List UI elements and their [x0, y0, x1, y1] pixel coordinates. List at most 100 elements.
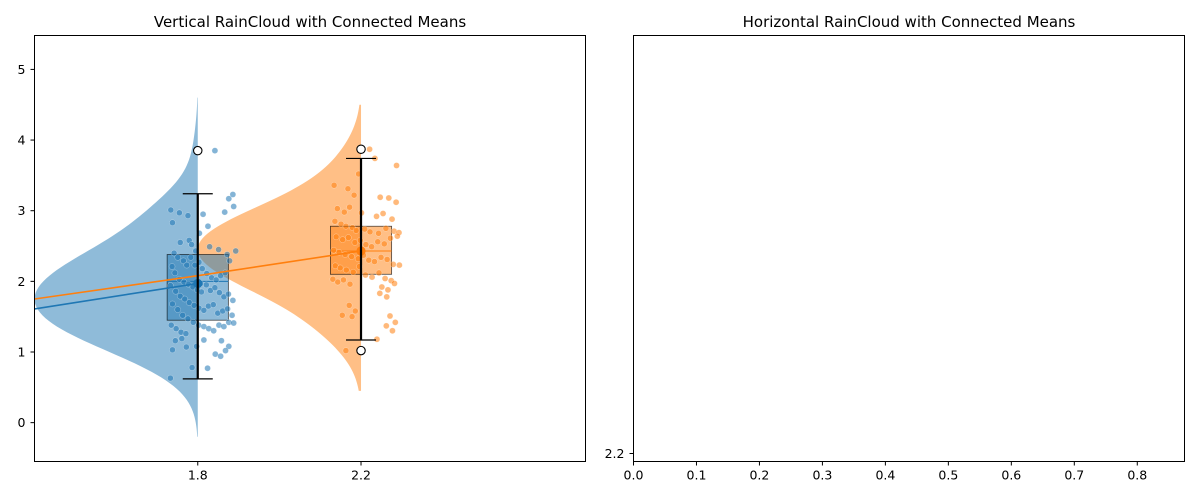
rain-point	[229, 297, 237, 304]
rain-point	[350, 191, 358, 199]
left-violins	[34, 97, 362, 437]
rain-point	[345, 302, 353, 309]
rain-point	[183, 261, 190, 269]
rain-point	[346, 280, 354, 288]
rain-point	[388, 215, 396, 223]
rain-point	[177, 239, 184, 246]
rain-point	[226, 257, 233, 265]
right-y-axis: 2.2	[605, 446, 634, 461]
rain-point	[368, 273, 376, 281]
left-whiskers	[182, 144, 377, 380]
rain-point	[330, 247, 337, 254]
rain-point	[184, 212, 192, 219]
rain-point	[211, 284, 219, 291]
rain-point	[375, 230, 382, 237]
rain-point	[204, 223, 212, 230]
outlier-0	[193, 145, 203, 156]
rain-point	[391, 280, 398, 287]
rain-point	[212, 350, 219, 358]
rain-point	[172, 337, 179, 344]
rain-point	[392, 199, 400, 206]
rain-point	[220, 323, 228, 330]
rain-point	[378, 283, 386, 291]
y-tick-label: 3	[18, 203, 26, 218]
rain-point	[366, 146, 373, 153]
rain-point	[167, 374, 174, 382]
rain-point	[379, 210, 387, 217]
horizontal-plot-frame	[633, 35, 1185, 462]
rain-point	[334, 205, 341, 212]
x-tick-label: 0.2	[749, 468, 769, 483]
x-tick-label: 0.8	[1127, 468, 1147, 483]
x-tick-label: 0.3	[812, 468, 832, 483]
x-tick-label: 0.4	[875, 468, 895, 483]
horizontal-chart-title: Horizontal RainCloud with Connected Mean…	[743, 13, 1076, 31]
rain-point	[230, 319, 237, 327]
rain-point	[169, 300, 176, 308]
rain-point	[393, 162, 400, 169]
rain-point	[346, 203, 353, 211]
rain-point	[228, 312, 236, 319]
x-tick-label: 0.5	[938, 468, 958, 483]
x-tick-label: 0.6	[1001, 468, 1021, 483]
rain-point	[178, 335, 186, 342]
rain-point	[329, 276, 337, 283]
rain-point	[225, 195, 232, 202]
rain-point	[169, 219, 176, 226]
rain-point	[340, 276, 347, 284]
rain-point	[334, 278, 341, 286]
rain-point	[344, 185, 352, 193]
rain-point	[184, 315, 192, 322]
rain-point	[362, 241, 370, 248]
rain-point	[361, 225, 368, 233]
rain-point	[221, 208, 228, 216]
rain-point	[377, 254, 385, 261]
y-tick-label: 2	[18, 274, 26, 289]
rain-point	[375, 269, 383, 277]
rain-point	[222, 347, 229, 354]
left-x-axis: 1.8 2.2	[188, 461, 371, 483]
rain-point	[394, 232, 401, 240]
rain-point	[396, 261, 403, 269]
rain-point	[376, 290, 383, 297]
rain-point	[330, 182, 338, 189]
x-tick-label: 2.2	[351, 468, 371, 483]
rain-point	[216, 289, 223, 296]
x-tick-label: 0.7	[1064, 468, 1084, 483]
rain-point	[381, 240, 388, 248]
rain-point	[341, 208, 348, 216]
rain-point	[188, 364, 196, 371]
rain-point	[348, 313, 356, 320]
rain-point	[190, 319, 197, 326]
rain-point	[179, 312, 186, 319]
rain-point	[168, 263, 176, 270]
rain-point	[384, 286, 392, 294]
rain-point	[365, 256, 372, 264]
x-tick-label: 1.8	[188, 468, 208, 483]
left-rain-points	[167, 146, 403, 382]
rain-point	[172, 325, 180, 332]
y-tick-label: 0	[18, 415, 26, 430]
rain-point	[331, 218, 339, 225]
violin-half-1	[197, 104, 362, 391]
rain-point	[392, 319, 399, 326]
rain-point	[374, 238, 381, 245]
rain-point	[198, 288, 205, 296]
rain-point	[350, 268, 357, 276]
rain-point	[351, 239, 359, 246]
rain-point	[211, 147, 219, 154]
rain-point	[188, 241, 195, 248]
rain-point	[200, 336, 208, 344]
rain-point	[385, 194, 392, 202]
y-tick-label: 5	[18, 62, 26, 77]
vertical-chart-title: Vertical RainCloud with Connected Means	[154, 13, 466, 31]
rain-point	[210, 301, 217, 308]
y-tick-label: 1	[18, 344, 26, 359]
vertical-plot-frame	[34, 35, 586, 462]
rain-point	[182, 330, 190, 337]
rain-point	[345, 234, 352, 241]
rain-point	[232, 247, 239, 255]
rain-point	[185, 299, 193, 306]
rain-point	[383, 293, 390, 301]
rain-point	[352, 227, 360, 234]
